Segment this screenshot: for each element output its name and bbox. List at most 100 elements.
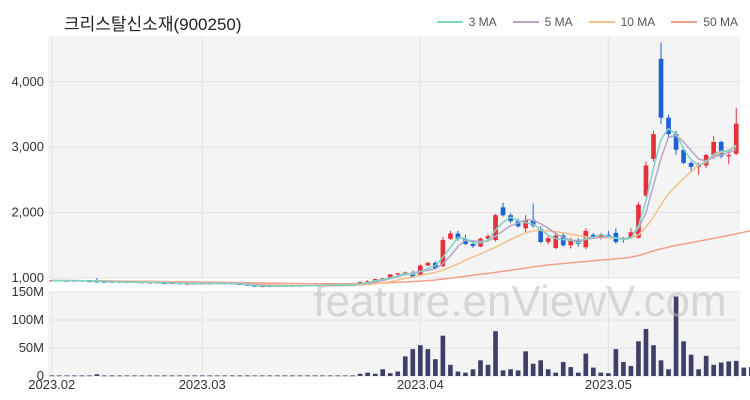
volume-bar xyxy=(49,375,55,377)
volume-bar xyxy=(575,372,581,376)
candle-body xyxy=(417,265,423,275)
legend-item-ma3: 3 MA xyxy=(436,15,497,29)
volume-bar xyxy=(177,375,182,377)
volume-bar xyxy=(350,375,355,377)
volume-bar xyxy=(380,369,386,376)
volume-bar xyxy=(628,365,634,376)
candle-body xyxy=(590,234,596,238)
ma-line-ma3 xyxy=(51,127,737,287)
candle-body xyxy=(658,58,664,118)
volume-bar xyxy=(673,296,679,376)
legend-label-ma3: 3 MA xyxy=(468,15,497,29)
volume-bar xyxy=(395,371,401,376)
volume-bar xyxy=(470,369,476,376)
volume-bar xyxy=(199,375,205,377)
volume-bar xyxy=(651,345,656,376)
volume-bar xyxy=(493,331,498,376)
candle-body xyxy=(523,220,528,229)
volume-bar xyxy=(500,370,506,376)
volume-bar xyxy=(463,372,468,376)
volume-bar xyxy=(214,375,220,377)
volume-bar xyxy=(320,375,325,377)
volume-bar xyxy=(666,369,671,376)
candle-body xyxy=(666,117,671,135)
volume-bar xyxy=(387,373,393,376)
volume-bar xyxy=(132,375,137,377)
volume-bar xyxy=(523,351,528,376)
candle-body xyxy=(530,219,536,226)
volume-bar xyxy=(658,360,664,376)
volume-bar xyxy=(139,375,145,377)
volume-bar xyxy=(312,375,318,377)
volume-bar xyxy=(545,369,551,376)
volume-bar xyxy=(613,349,619,376)
candle-body xyxy=(545,238,551,243)
volume-bar xyxy=(192,375,198,377)
volume-bar xyxy=(372,373,378,376)
legend-label-ma10: 10 MA xyxy=(620,15,656,29)
legend-swatch-ma10 xyxy=(588,21,615,23)
volume-bar xyxy=(342,375,348,377)
candle-body xyxy=(651,134,656,159)
volume-bar xyxy=(598,372,604,376)
candle-body xyxy=(440,240,446,267)
volume-bar xyxy=(94,374,100,376)
volume-tick-label: 0 xyxy=(37,368,44,383)
volume-bar xyxy=(726,361,732,376)
candle-body xyxy=(726,155,732,157)
volume-bar xyxy=(117,375,122,377)
candle-body xyxy=(395,273,401,275)
candle-body xyxy=(553,235,559,248)
volume-bar xyxy=(590,367,596,376)
volume-bar xyxy=(87,375,92,377)
volume-bar xyxy=(515,370,521,376)
volume-bar xyxy=(184,375,190,377)
volume-bar xyxy=(222,375,228,377)
watermark: feature.enViewV.com xyxy=(313,277,726,326)
volume-bar xyxy=(102,375,107,377)
volume-bar xyxy=(244,375,250,377)
volume-bar xyxy=(733,360,739,376)
volume-bar xyxy=(741,367,747,376)
volume-bar xyxy=(560,362,566,376)
volume-bar xyxy=(327,375,333,377)
legend-item-ma5: 5 MA xyxy=(512,15,573,29)
volume-bar xyxy=(267,375,273,377)
volume-bar xyxy=(621,362,626,376)
volume-bar xyxy=(64,375,70,377)
candle-body xyxy=(688,162,694,167)
volume-bar xyxy=(252,375,258,377)
volume-bar xyxy=(335,375,340,377)
volume-bar xyxy=(124,375,130,377)
volume-bar xyxy=(440,335,446,376)
candle-body xyxy=(643,165,649,196)
price-panel-background xyxy=(48,36,740,278)
volume-bar xyxy=(357,373,363,376)
candle-body xyxy=(673,134,679,150)
date-tick-label: 2023.05 xyxy=(585,377,632,392)
candle-body xyxy=(485,236,491,239)
date-tick-label: 2023.04 xyxy=(397,377,444,392)
volume-bar xyxy=(79,375,85,377)
candle-body xyxy=(508,215,513,222)
volume-bar xyxy=(538,360,544,376)
volume-bar xyxy=(711,364,717,376)
legend-item-ma50: 50 MA xyxy=(671,15,738,29)
volume-bar xyxy=(282,375,288,377)
volume-bar xyxy=(643,328,649,376)
volume-bar xyxy=(162,375,167,377)
volume-bar xyxy=(681,341,686,376)
volume-bar xyxy=(402,356,408,376)
candle-body xyxy=(470,243,476,246)
volume-bar xyxy=(703,355,709,376)
candle-body xyxy=(598,234,604,238)
candle-body xyxy=(628,232,634,239)
volume-bar xyxy=(297,375,303,377)
candle-body xyxy=(733,123,739,154)
volume-bar xyxy=(583,353,589,376)
legend-label-ma50: 50 MA xyxy=(703,15,738,29)
candle-body xyxy=(49,280,55,282)
candle-body xyxy=(681,149,686,163)
candle-body xyxy=(455,233,461,239)
